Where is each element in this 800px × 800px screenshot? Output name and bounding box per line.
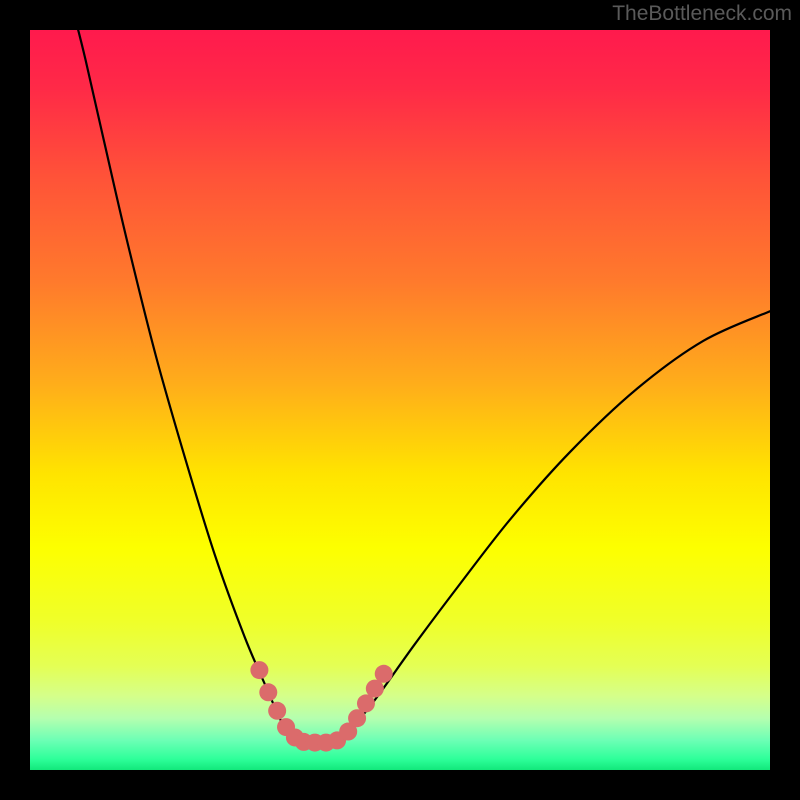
- chart-container: TheBottleneck.com: [0, 0, 800, 800]
- marker-dot: [259, 683, 277, 701]
- marker-dot: [268, 702, 286, 720]
- plot-gradient-background: [30, 30, 770, 770]
- watermark-text: TheBottleneck.com: [612, 2, 792, 26]
- bottleneck-chart: [0, 0, 800, 800]
- marker-dot: [375, 665, 393, 683]
- marker-dot: [250, 661, 268, 679]
